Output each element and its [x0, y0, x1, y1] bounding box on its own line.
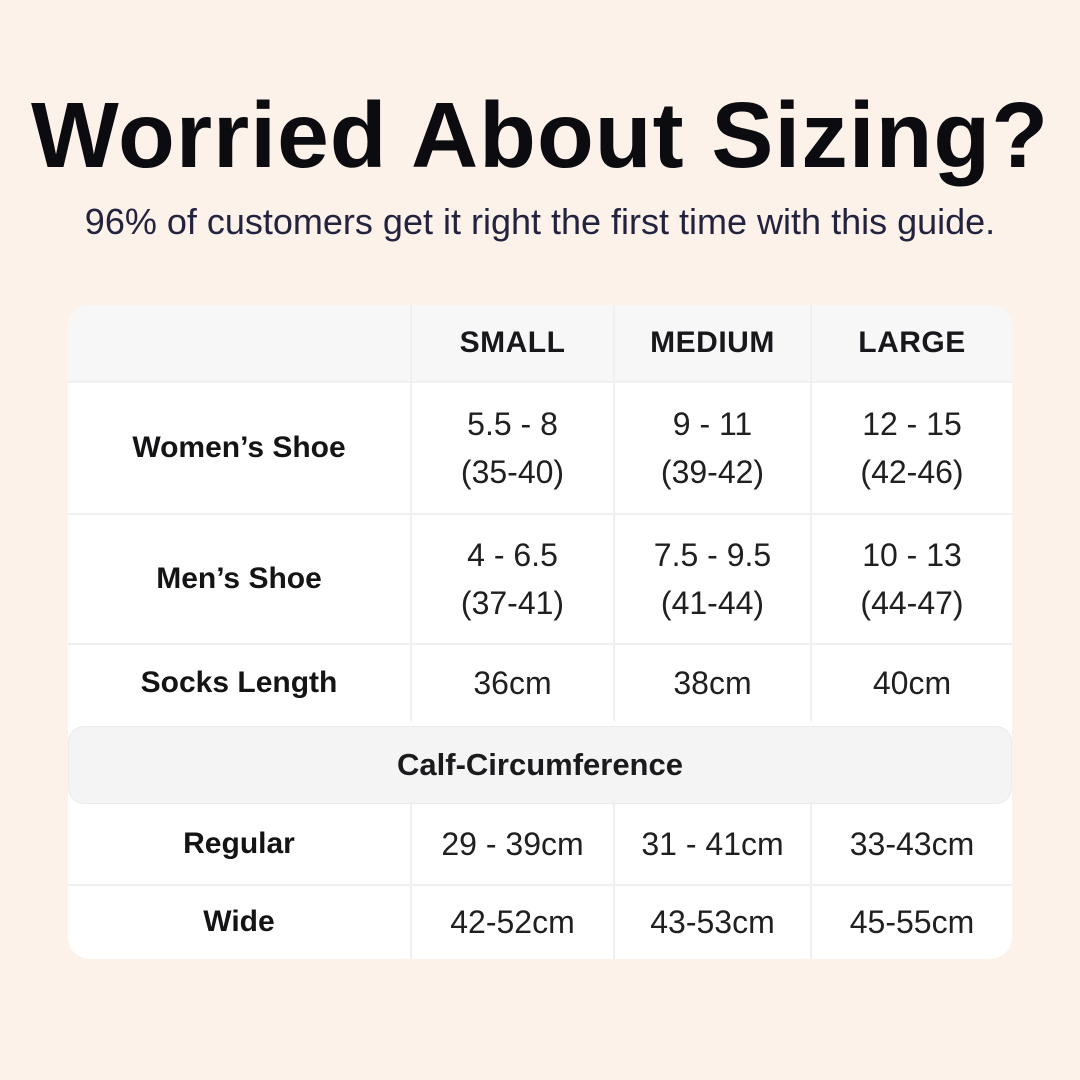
cell-socks-medium: 38cm [613, 644, 810, 721]
table-row-regular: Regular 29 - 39cm 31 - 41cm 33-43cm [68, 803, 1012, 884]
row-label: Socks Length [140, 665, 338, 699]
cell-wide-small: 42-52cm [410, 885, 613, 959]
eu-size-range: (41-44) [660, 584, 765, 621]
table-row-mens-shoe: Men’s Shoe 4 - 6.5 (37-41) 7.5 - 9.5 (41… [68, 512, 1012, 643]
table-row-womens-shoe: Women’s Shoe 5.5 - 8 (35-40) 9 - 11 (39-… [68, 380, 1012, 513]
size-range: 4 - 6.5 [467, 536, 558, 573]
cell-wide-large: 45-55cm [810, 885, 1012, 959]
column-header-medium: MEDIUM [613, 304, 810, 381]
page-title: Worried About Sizing? [30, 83, 1050, 187]
column-header-large: LARGE [810, 304, 1012, 381]
size-range: 9 - 11 [672, 405, 753, 442]
cell-womens-large: 12 - 15 (42-46) [810, 382, 1012, 513]
calf-circumference-section-header: Calf-Circumference [68, 725, 1012, 804]
size-range: 10 - 13 [862, 536, 962, 573]
eu-size-range: (42-46) [860, 453, 964, 490]
row-label: Wide [203, 905, 275, 939]
row-label: Men’s Shoe [156, 561, 322, 595]
cell-regular-large: 33-43cm [810, 803, 1012, 884]
corner-cell [68, 305, 410, 381]
size-chart-table: SMALL MEDIUM LARGE Women’s Shoe 5.5 - 8 … [68, 304, 1012, 959]
cell-womens-small: 5.5 - 8 (35-40) [410, 382, 613, 513]
row-label: Women’s Shoe [132, 430, 346, 464]
sizing-guide-infographic: Worried About Sizing? 96% of customers g… [30, 83, 1050, 959]
cell-socks-large: 40cm [810, 644, 1012, 721]
cell-womens-medium: 9 - 11 (39-42) [613, 382, 810, 513]
size-range: 12 - 15 [862, 405, 962, 442]
table-row-socks-length: Socks Length 36cm 38cm 40cm [68, 642, 1012, 721]
cell-regular-medium: 31 - 41cm [613, 803, 810, 884]
page-subtitle: 96% of customers get it right the first … [84, 200, 996, 242]
cell-mens-medium: 7.5 - 9.5 (41-44) [613, 514, 810, 643]
eu-size-range: (37-41) [460, 584, 565, 621]
size-range: 5.5 - 8 [467, 405, 558, 442]
table-header-row: SMALL MEDIUM LARGE [68, 304, 1012, 381]
cell-mens-large: 10 - 13 (44-47) [810, 514, 1012, 643]
cell-regular-small: 29 - 39cm [410, 803, 613, 884]
row-label: Regular [183, 826, 295, 860]
cell-mens-small: 4 - 6.5 (37-41) [410, 514, 613, 643]
cell-socks-small: 36cm [410, 644, 613, 721]
cell-wide-medium: 43-53cm [613, 885, 810, 959]
column-header-small: SMALL [410, 304, 613, 381]
table-row-wide: Wide 42-52cm 43-53cm 45-55cm [68, 883, 1012, 959]
eu-size-range: (44-47) [860, 584, 964, 621]
size-range: 7.5 - 9.5 [653, 536, 772, 573]
eu-size-range: (35-40) [460, 453, 565, 490]
eu-size-range: (39-42) [660, 453, 765, 490]
